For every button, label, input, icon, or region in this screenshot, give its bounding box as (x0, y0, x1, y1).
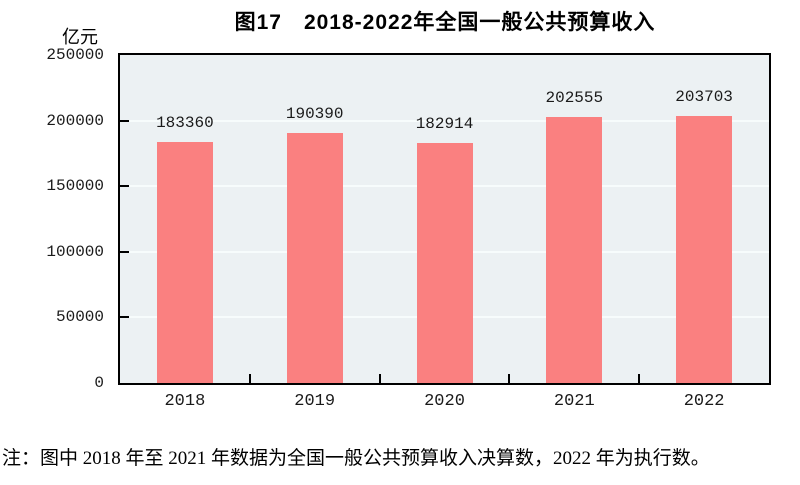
footnote: 注：图中 2018 年至 2021 年数据为全国一般公共预算收入决算数，2022… (2, 448, 710, 469)
bar-value-label-2018: 183360 (156, 114, 214, 133)
bar-value-label-2022: 203703 (675, 87, 733, 106)
x-category-label-2020: 2020 (424, 392, 465, 411)
x-category-label-2018: 2018 (164, 392, 206, 411)
y-axis-unit-label: 亿元 (62, 27, 98, 47)
x-axis: 2018 2019 2020 2021 2022 (120, 392, 769, 414)
bar-2020 (416, 143, 473, 383)
gridline-200000 (120, 119, 769, 122)
bar-value-label-2020: 182914 (415, 115, 474, 134)
x-tick-mark-3 (508, 374, 511, 383)
x-tick-mark-2 (378, 374, 381, 383)
y-tick-label-250000: 250000 (46, 46, 104, 64)
x-tick-mark-4 (638, 374, 641, 383)
y-tick-label-100000: 100000 (46, 242, 104, 261)
bar-value-label-2019: 190390 (285, 105, 344, 124)
y-tick-label-150000: 150000 (46, 177, 104, 196)
bar-2021 (546, 117, 603, 383)
bar-2022 (676, 115, 733, 383)
y-tick-mark-150000 (120, 185, 129, 188)
plot-area: 183360 190390 182914 202555 203703 (118, 53, 771, 385)
y-tick-label-200000: 200000 (46, 111, 104, 130)
x-category-label-2021: 2021 (553, 392, 595, 411)
y-axis: 0 50000 100000 150000 200000 250000 (0, 46, 104, 392)
x-category-label-2022: 2022 (683, 392, 725, 411)
bar-2018 (156, 142, 213, 383)
x-category-label-2019: 2019 (294, 392, 336, 411)
x-tick-mark-1 (248, 374, 251, 383)
chart-title: 图17 2018-2022年全国一般公共预算收入 (234, 11, 656, 34)
y-tick-label-50000: 50000 (55, 308, 104, 327)
y-tick-mark-200000 (120, 119, 129, 122)
bar-value-label-2021: 202555 (545, 89, 604, 108)
y-tick-mark-100000 (120, 250, 129, 253)
bar-2019 (286, 133, 343, 383)
y-tick-mark-50000 (120, 316, 129, 319)
y-tick-label-0: 0 (94, 374, 104, 392)
